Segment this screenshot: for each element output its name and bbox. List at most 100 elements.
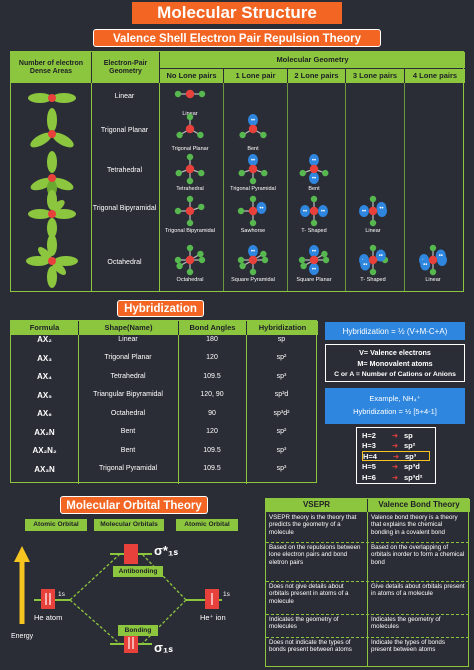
compare-cell-3-1: Indicates the geometry of molecules	[371, 616, 441, 631]
molecule-4-1: ••	[237, 245, 269, 276]
molecule-label-2-2: Bent	[308, 186, 320, 192]
molecule-3-1: ••	[237, 195, 267, 227]
svg-text:••: ••	[362, 209, 366, 215]
compare-head-vbt: Valence Bond Theory	[368, 499, 470, 512]
svg-text:••: ••	[312, 267, 316, 273]
molecule-3-0	[174, 195, 205, 227]
hyb-angle-0: 180	[206, 335, 218, 343]
arrow-right-icon: ➜	[391, 430, 399, 440]
hyb-formula-1: AX₃	[37, 353, 52, 363]
svg-text:••: ••	[251, 158, 255, 164]
molecule-label-3-1: Sawhorse	[240, 228, 266, 234]
hyb-shape-0: Linear	[118, 335, 138, 343]
hyb-shape-4: Octahedral	[110, 409, 146, 417]
h-values-box	[356, 427, 436, 484]
h-value-row-1: H=3 ➜ sp²	[362, 441, 430, 451]
hyb-formula-6: AX₂N₂	[32, 446, 57, 456]
sp-value-1: sp²	[404, 441, 416, 450]
hyb-hyb-3: sp³d	[274, 391, 289, 399]
compare-cell-4-1: Indicate the types of bonds present betw…	[371, 639, 445, 654]
svg-text:••: ••	[363, 263, 367, 269]
hyb-shape-2: Tetrahedral	[110, 372, 146, 380]
svg-text:••: ••	[312, 249, 316, 255]
bonding-label: Bonding	[118, 625, 158, 636]
hyb-angle-6: 109.5	[203, 446, 221, 454]
header-lone-4: 4 Lone pairs	[405, 69, 465, 83]
compare-cell-2-1: Give details about orbitals present in a…	[371, 583, 465, 598]
molecular-orbitals-label: Molecular Orbitals	[94, 519, 164, 531]
mo-diagram	[14, 544, 222, 653]
hyb-hyb-7: sp³	[276, 465, 287, 473]
molecule-label-4-3: T- Shaped	[360, 277, 386, 283]
atomic-orbital-right: Atomic Orbital	[176, 519, 238, 531]
hyb-hyb-0: sp	[277, 335, 286, 343]
h-value-1: H=3	[362, 441, 376, 450]
svg-text:••: ••	[259, 206, 263, 212]
legend-m: M= Monovalent atoms	[357, 359, 433, 368]
example-formula: Hybridization = ½ [5+4-1]	[353, 407, 437, 416]
page-title: Molecular Structure	[132, 2, 342, 24]
molecule-0-0	[174, 89, 206, 99]
molecule-label-4-4: Linear	[425, 277, 441, 283]
svg-text:••: ••	[321, 209, 325, 215]
hyb-angle-4: 90	[208, 409, 216, 417]
molecule-label-2-0: Tetrahedral	[176, 186, 204, 192]
molecule-label-3-3: Linear	[365, 228, 381, 234]
molecule-label-1-1: Bent	[247, 146, 259, 152]
antibonding-label: Antibonding	[113, 566, 163, 577]
header-lone-2: 2 Lone pairs	[288, 69, 345, 83]
arrow-right-icon: ➜	[391, 472, 399, 482]
h-value-row-0: H=2 ➜ sp	[362, 430, 430, 440]
legend-v: V= Valence electrons	[359, 348, 431, 357]
compare-cell-4-0: Does not indicate the types of bonds pre…	[269, 639, 352, 654]
molecule-2-0	[175, 153, 205, 185]
compare-divider	[266, 542, 468, 543]
sp-value-2: sp³	[405, 451, 417, 461]
sigma-label: σ₁ₛ	[154, 640, 174, 655]
sp-value-0: sp	[404, 430, 413, 440]
header-lone-1: 1 Lone pair	[224, 69, 287, 83]
svg-text:••: ••	[423, 263, 427, 269]
molecule-1-0	[176, 113, 204, 139]
compare-cell-0-0: VSEPR theory is the theory that predicts…	[269, 514, 357, 536]
svg-text:••: ••	[379, 254, 383, 260]
vsepr-title: Valence Shell Electron Pair Repulsion Th…	[93, 29, 381, 47]
arrow-right-icon: ➜	[391, 441, 399, 450]
legend-ca: C or A = Number of Cations or Anions	[334, 371, 456, 378]
molecule-4-0	[174, 244, 206, 276]
molecule-3-2: •• ••	[300, 195, 328, 227]
header-molecular: Molecular Geometry	[160, 52, 465, 68]
he-atom-label: He atom	[34, 613, 63, 622]
h-value-row-2: H=4 ➜ sp³	[362, 451, 430, 461]
compare-table: VSEPR Valence Bond Theory	[265, 498, 470, 667]
mot-title: Molecular Orbital Theory	[60, 496, 208, 514]
hyb-formula-7: AX₃N	[34, 464, 55, 474]
hyb-hyb-1: sp²	[276, 354, 287, 362]
molecule-label-2-1: Trigonal Pyramidal	[230, 186, 276, 192]
compare-cell-3-0: Indicates the geometry of molecules	[269, 616, 339, 631]
molecule-4-4: ••••••••	[419, 244, 447, 276]
header-dense: Number of electron Dense Areas	[11, 52, 91, 83]
h-value-0: H=2	[362, 430, 376, 440]
arrow-right-icon: ➜	[392, 451, 400, 461]
hyb-shape-3: Triangular Bipyramidal	[93, 391, 163, 399]
svg-text:••: ••	[303, 209, 307, 215]
hyb-shape-5: Bent	[120, 428, 136, 436]
h-value-3: H=5	[362, 462, 376, 471]
header-geometry: Electron-Pair Geometry	[92, 52, 159, 83]
compare-divider	[266, 637, 468, 638]
header-lone-3: 3 Lone pairs	[346, 69, 404, 83]
molecule-4-3: ••••••	[359, 244, 389, 276]
geometry-linear: Linear	[114, 92, 135, 100]
svg-text:••: ••	[312, 176, 316, 182]
svg-text:••: ••	[379, 206, 383, 212]
h-value-4: H=6	[362, 472, 376, 482]
header-lone-0: No Lone pairs	[160, 69, 223, 83]
h2-angles: Bond Angles	[179, 321, 246, 335]
molecule-label-4-1: Square Pyramidal	[231, 277, 275, 283]
svg-text:••: ••	[312, 158, 316, 164]
hyb-angle-3: 120, 90	[200, 391, 224, 399]
molecule-label-3-0: Trigonal Bipyramidal	[165, 228, 215, 234]
example-box: Example, NH₄⁺ Hybridization = ½ [5+4-1]	[325, 388, 465, 424]
hyb-hyb-6: sp³	[276, 446, 287, 454]
